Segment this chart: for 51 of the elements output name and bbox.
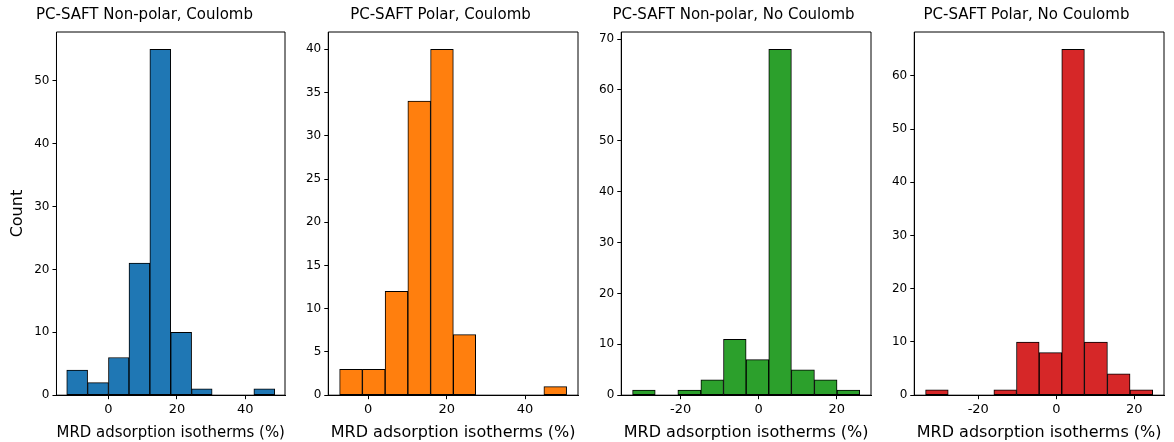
y-tick-label: 20 (305, 214, 322, 229)
chart-title: PC-SAFT Non-polar, Coulomb (35, 4, 254, 23)
y-axis-title: Count (6, 189, 26, 238)
y-tick-label: 0 (313, 387, 322, 402)
y-tick-label: 40 (34, 135, 50, 150)
y-tick-label: 35 (305, 84, 322, 99)
y-tick-label: 50 (891, 121, 908, 136)
y-tick-label: 40 (891, 174, 908, 189)
y-tick-label: 30 (598, 234, 615, 249)
y-tick-label: 10 (891, 334, 908, 349)
y-tick-label: 15 (305, 257, 322, 272)
y-tick-label: 30 (305, 127, 322, 142)
x-axis-title: MRD adsorption isotherms (%) (330, 421, 576, 441)
x-tick-label: 0 (104, 401, 113, 417)
x-tick-label: 40 (516, 401, 534, 417)
y-tick-label: 0 (41, 387, 50, 402)
y-tick-label: 60 (891, 68, 908, 83)
y-tick-label: 20 (34, 261, 50, 276)
y-tick-label: 40 (598, 183, 615, 198)
chart-title: PC-SAFT Non-polar, No Coulomb (612, 4, 855, 23)
y-tick-label: 30 (891, 227, 908, 242)
x-axis-title: MRD adsorption isotherms (%) (916, 421, 1162, 441)
y-tick-label: 60 (598, 82, 615, 97)
y-tick-label: 10 (305, 300, 322, 315)
y-tick-label: 0 (899, 387, 908, 402)
x-tick-label: -20 (669, 401, 692, 417)
y-tick-label: 70 (598, 31, 615, 46)
chart-title: PC-SAFT Polar, Coulomb (350, 4, 531, 23)
x-tick-label: 20 (438, 401, 455, 417)
x-axis-title: MRD adsorption isotherms (%) (623, 421, 869, 441)
x-tick-label: 0 (364, 401, 373, 417)
y-tick-label: 25 (305, 171, 322, 186)
x-tick-label: -20 (967, 401, 989, 417)
y-tick-label: 10 (598, 336, 615, 351)
x-tick-label: 0 (1052, 401, 1061, 417)
y-tick-label: 0 (606, 387, 615, 402)
x-tick-label: 20 (1126, 401, 1143, 417)
y-tick-label: 30 (34, 198, 50, 213)
x-tick-label: 20 (168, 401, 186, 417)
x-axis-title: MRD adsorption isotherms (%) (56, 422, 285, 441)
chart-title: PC-SAFT Polar, No Coulomb (923, 4, 1130, 23)
y-tick-label: 50 (34, 72, 50, 87)
y-tick-label: 50 (598, 132, 615, 147)
x-tick-label: 40 (237, 401, 254, 417)
y-tick-label: 20 (891, 280, 908, 295)
y-tick-label: 10 (34, 324, 50, 339)
x-tick-label: 0 (754, 401, 763, 417)
x-tick-label: 20 (828, 401, 845, 417)
y-tick-label: 20 (598, 285, 615, 300)
y-tick-label: 5 (313, 344, 322, 359)
y-tick-label: 40 (305, 41, 322, 56)
